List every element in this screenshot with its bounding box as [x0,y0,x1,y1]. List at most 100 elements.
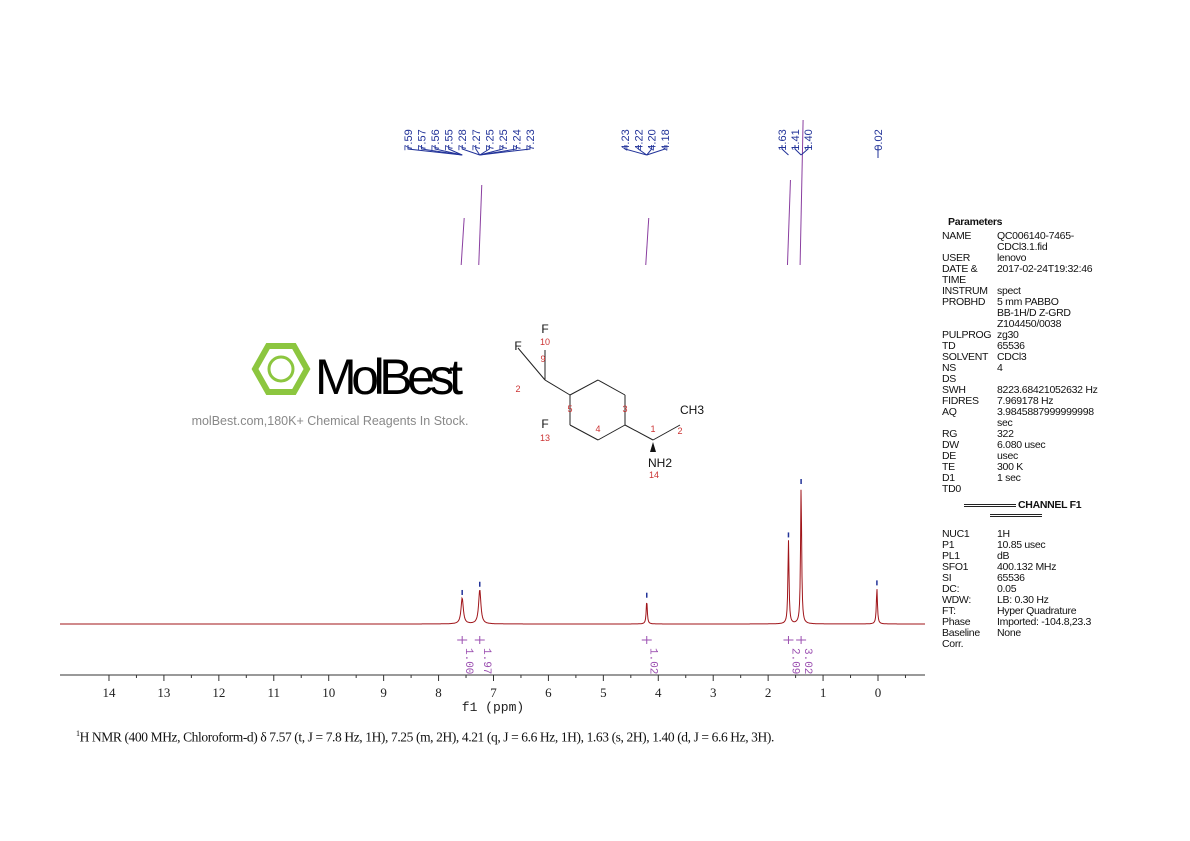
parameter-value: 400.132 MHz [997,561,1057,573]
caption-text: H NMR (400 MHz, Chloroform-d) δ 7.57 (t,… [79,729,775,745]
parameter-row: TD0 [942,484,1098,495]
parameter-key: DW [942,439,959,451]
parameter-row: PL1 dB [942,551,1098,562]
parameter-key: SI [942,572,952,584]
parameter-key: USER [942,252,970,264]
parameter-value: Imported: -104.8,23.3 [997,616,1092,628]
peak-shift-label: 7.57 [417,129,429,150]
parameter-value: sec [997,417,1013,429]
parameter-row: Corr. [942,639,1098,650]
parameter-value: 322 [997,428,1014,440]
parameter-key: TD [942,340,956,352]
parameter-key: PL1 [942,550,960,562]
peak-label-leader [781,145,789,156]
parameter-value: 65536 [997,340,1025,352]
parameter-key: DE [942,450,956,462]
structure-atom-label: 3 [622,404,627,414]
parameter-key: Corr. [942,638,964,650]
parameter-value: usec [997,450,1018,462]
x-tick-label: 0 [875,685,882,700]
peak-label-leader [646,145,666,156]
parameter-value: zg30 [997,329,1019,341]
parameter-row: DW 6.080 usec [942,440,1098,451]
structure-atom-label: 1 [650,424,655,434]
peak-shift-label: 7.25 [498,129,510,150]
parameter-value: CDCl3.1.fid [997,241,1048,253]
parameter-row: NAME QC006140-7465- [942,231,1098,242]
peak-shift-label: 1.41 [790,129,802,150]
parameter-row: DATE & 2017-02-24T19:32:46 [942,264,1098,275]
parameters-title: Parameters [948,216,1003,228]
parameter-row: INSTRUM spect [942,286,1098,297]
structure-atom-label: F [514,339,521,353]
structure-atom-label: 5 [567,404,572,414]
integral-value: 2.09 [788,648,800,674]
peak-shift-label: 4.22 [633,129,645,150]
x-tick-label: 1 [820,685,827,700]
parameter-row: CDCl3.1.fid [942,242,1098,253]
parameter-key: TIME [942,274,966,286]
parameter-key: SOLVENT [942,351,989,363]
parameter-value: 3.9845887999999998 [997,406,1094,418]
peak-label-leader [475,145,481,156]
peak-label-leader [624,145,647,156]
structure-bond [544,379,571,396]
peak-shift-label: 7.28 [457,129,469,150]
structure-bond [569,379,599,396]
x-tick-label: 14 [102,685,116,700]
peak-label-leader [800,145,809,156]
peak-label-leader [434,145,463,156]
structure-bond [569,424,599,441]
parameter-row: Z104450/0038 [942,319,1098,330]
parameter-key [942,308,997,319]
parameter-row: PULPROG zg30 [942,330,1098,341]
peak-shift-label: 4.20 [647,129,659,150]
structure-atom-label: 14 [649,470,659,480]
parameter-key: TD0 [942,483,961,495]
spectrum-line [60,489,925,625]
parameter-value: CDCl3 [997,351,1027,363]
parameter-key: DS [942,373,956,385]
peak-shift-label: 1.63 [777,129,789,150]
x-tick-label: 7 [490,685,497,700]
parameter-row: SOLVENT CDCl3 [942,352,1098,363]
peak-label-leader [407,145,463,156]
structure-atom-label: 9 [540,354,545,364]
x-tick-label: 9 [380,685,387,700]
parameter-row: Baseline None [942,628,1098,639]
channel-heading: CHANNEL F1 [964,500,1098,511]
structure-atom-label: CH3 [680,403,704,417]
parameter-value: spect [997,285,1021,297]
caption-superscript: 1 [76,729,80,738]
parameter-row: BB-1H/D Z-GRD [942,308,1098,319]
channel-divider [990,514,1042,517]
parameter-row: NUC1 1H [942,529,1098,540]
peak-label-leader [461,145,480,156]
integral-curve [786,179,791,266]
peak-shift-label: 7.56 [430,129,442,150]
parameter-row: SFO1 400.132 MHz [942,562,1098,573]
parameter-row: DE usec [942,451,1098,462]
parameter-row: sec [942,418,1098,429]
integral-value: 3.02 [801,648,813,674]
peak-shift-label: 7.25 [484,129,496,150]
parameter-row: PROBHD 5 mm PABBO [942,297,1098,308]
parameter-row: AQ 3.9845887999999998 [942,407,1098,418]
parameter-key: PROBHD [942,296,986,308]
parameter-key: FT: [942,605,956,617]
parameter-value: BB-1H/D Z-GRD [997,307,1071,319]
parameter-key: TE [942,461,955,473]
parameter-value: LB: 0.30 Hz [997,594,1049,606]
parameter-row: TD 65536 [942,341,1098,352]
parameter-key: NS [942,362,956,374]
structure-atom-label: F [541,322,548,336]
structure-atom-label: 2 [677,426,682,436]
logo-hexagon-icon [251,343,311,395]
peak-shift-label: 7.24 [511,129,523,150]
parameter-value: QC006140-7465- [997,230,1074,242]
parameter-value: 6.080 usec [997,439,1046,451]
structure-atom-label: NH2 [648,456,672,470]
parameter-value: Z104450/0038 [997,318,1062,330]
x-tick-label: 2 [765,685,772,700]
parameter-key: SWH [942,384,966,396]
